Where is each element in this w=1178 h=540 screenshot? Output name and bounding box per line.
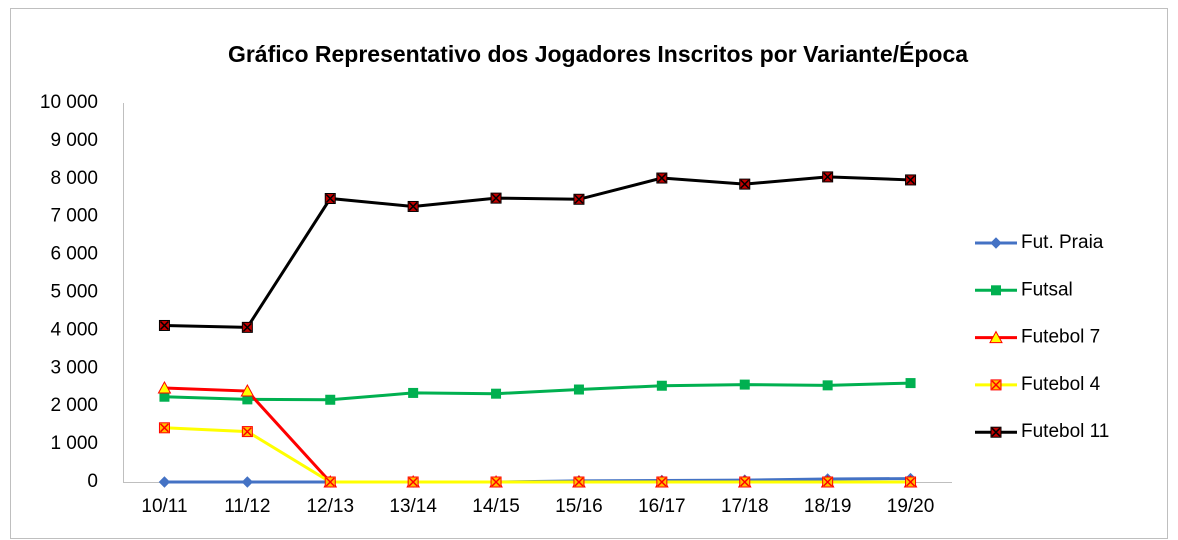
- marker: [241, 476, 254, 488]
- legend-marker: [990, 379, 1002, 391]
- marker: [408, 387, 419, 398]
- x-tick-label: 15/16: [555, 496, 603, 517]
- x-tick-label: 10/11: [141, 496, 187, 517]
- marker-cross: [325, 477, 335, 487]
- marker: [573, 476, 585, 488]
- chart-frame: [10, 8, 1168, 539]
- marker-cross: [823, 172, 833, 182]
- marker: [324, 476, 336, 488]
- y-tick-label: 6 000: [50, 244, 98, 265]
- y-tick-label: 8 000: [50, 168, 98, 189]
- marker: [407, 200, 419, 212]
- marker: [491, 388, 502, 399]
- marker-cross: [657, 477, 667, 487]
- x-tick-label: 17/18: [721, 496, 769, 517]
- marker-cross: [408, 477, 418, 487]
- marker: [739, 379, 750, 390]
- x-tick-label: 12/13: [306, 496, 354, 517]
- marker: [822, 380, 833, 391]
- legend-label: Futebol 4: [1021, 374, 1101, 395]
- x-tick-label: 14/15: [472, 496, 520, 517]
- marker: [656, 476, 668, 488]
- legend-marker: [989, 330, 1003, 344]
- marker: [157, 380, 172, 394]
- marker: [573, 193, 585, 205]
- y-tick-label: 0: [87, 471, 98, 492]
- legend-marker: [990, 426, 1002, 438]
- marker: [490, 476, 502, 488]
- marker: [158, 422, 170, 434]
- y-tick-label: 7 000: [50, 206, 98, 227]
- series-line: [164, 381, 911, 402]
- marker-cross: [906, 175, 916, 185]
- legend-label: Futsal: [1021, 279, 1073, 300]
- marker: [241, 321, 253, 333]
- marker: [159, 391, 170, 402]
- marker-cross: [657, 173, 667, 183]
- marker: [324, 193, 336, 205]
- marker: [325, 394, 336, 405]
- y-tick-label: 3 000: [50, 357, 98, 378]
- chart-title: Gráfico Representativo dos Jogadores Ins…: [228, 40, 968, 67]
- marker-cross: [242, 322, 252, 332]
- marker: [241, 426, 253, 438]
- marker: [573, 384, 584, 395]
- marker: [739, 476, 751, 488]
- marker-cross: [740, 477, 750, 487]
- marker-cross: [491, 193, 501, 203]
- marker: [739, 178, 751, 190]
- x-tick-label: 13/14: [389, 496, 437, 517]
- marker-cross: [408, 201, 418, 211]
- marker-cross: [574, 194, 584, 204]
- marker: [158, 476, 171, 488]
- marker: [822, 171, 834, 183]
- series-line: [164, 426, 911, 484]
- marker: [905, 476, 917, 488]
- marker: [407, 476, 419, 488]
- x-tick-label: 11/12: [224, 496, 270, 517]
- marker-cross: [325, 193, 335, 204]
- legend-marker: [991, 285, 1001, 296]
- marker: [490, 192, 502, 204]
- legend-label: Fut. Praia: [1021, 232, 1104, 253]
- marker: [656, 172, 668, 184]
- marker-cross: [159, 320, 169, 331]
- marker: [905, 378, 916, 389]
- marker-cross: [906, 477, 916, 487]
- marker-cross: [823, 477, 833, 487]
- marker-cross: [574, 477, 584, 487]
- legend-marker: [990, 237, 1002, 249]
- marker-cross: [491, 477, 501, 487]
- x-tick-label: 16/17: [638, 496, 686, 517]
- y-tick-label: 2 000: [50, 395, 98, 416]
- marker: [905, 174, 917, 186]
- legend-label: Futebol 11: [1021, 421, 1109, 442]
- marker: [822, 476, 834, 488]
- series-line: [164, 175, 911, 329]
- marker: [158, 319, 170, 331]
- y-tick-label: 1 000: [50, 433, 98, 454]
- marker-cross: [991, 427, 1001, 437]
- y-tick-label: 5 000: [50, 282, 98, 303]
- marker: [656, 380, 667, 391]
- marker-cross: [159, 423, 169, 433]
- y-tick-label: 9 000: [50, 130, 98, 151]
- y-tick-label: 4 000: [50, 319, 98, 340]
- x-tick-label: 19/20: [887, 496, 935, 517]
- marker-cross: [740, 179, 750, 189]
- y-tick-label: 10 000: [40, 92, 98, 113]
- marker-cross: [991, 380, 1001, 390]
- legend-label: Futebol 7: [1021, 327, 1100, 348]
- marker: [240, 383, 255, 397]
- x-tick-label: 18/19: [804, 496, 852, 517]
- marker-cross: [242, 427, 252, 437]
